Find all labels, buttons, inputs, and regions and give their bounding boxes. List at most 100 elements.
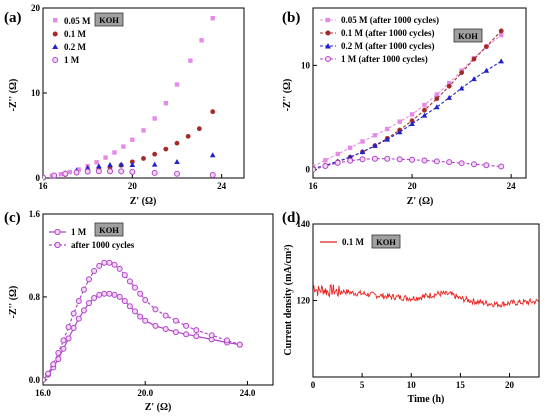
panel-a-series-1-point [174,140,180,146]
panel-a-series-2-point [209,152,216,158]
panel-d-ylabel: Current density (mA/cm²) [283,244,294,355]
panel-d: (d) 0 5 10 15 20 120 140 Time (h) Current dens… [282,210,540,405]
panel-c-series-0-point [142,317,149,324]
panel-c-ytick-label: 1.6 [29,209,41,219]
panel-c-series-0-point [183,331,190,338]
panel-a-series-3-point [174,170,180,177]
legend-marker-after-c [54,241,61,249]
panel-a-series-1-point [185,133,191,139]
panel-a-series-1-point [152,151,158,157]
panel-a-series-0-point [174,82,180,87]
legend-marker-0.1m-after [325,30,331,36]
panel-c-series-1-line [43,262,240,381]
panel-c-series-1-point [65,323,72,330]
panel-a-series-0-point [103,155,108,160]
legend-marker-0.05m [53,18,58,23]
panel-b-series-3-point [458,160,465,167]
panel-b-series-2-line [313,60,502,170]
panel-b-series-3-point [384,155,391,162]
panel-d-xtick-label: 5 [360,380,365,390]
panel-b-series-1-point [434,96,440,102]
panel-a-series-2-point [118,161,124,167]
panel-c-series-1-point [183,322,190,329]
legend-marker-0.2m [52,44,59,49]
panel-b-series-0-point [323,158,328,163]
panel-a-series-1-point [129,159,135,165]
panel-b-ylabel: -Z'' (Ω) [282,79,293,112]
panel-b-legend: 0.05 M (after 1000 cycles) 0.1 M (after … [320,15,483,64]
panel-a-series-2-point [129,162,136,168]
panel-b-series-2-point [434,104,440,110]
panel-d-xtick-label: 10 [407,380,417,390]
panel-a-series-0-point [112,150,117,155]
legend-marker-1m [52,57,59,63]
panel-b-series-3-point [409,156,416,163]
panel-b-series-0-point [335,151,340,157]
panel-b-series-2-point [498,58,505,64]
panel-a-series-0-point [163,101,169,106]
panel-c-xtick-label: 20.0 [137,388,153,398]
panel-d-koh-badge [371,234,401,249]
panel-b-series-3-point [371,155,378,162]
panel-b-series-2-point [458,85,465,91]
panel-b-series-2-point [421,112,428,118]
panel-a-ylabel: -Z'' (Ω) [8,79,19,112]
panel-b-series-2-point [446,94,453,100]
legend-label-0.1m-d: 0.1 M [342,237,365,247]
panel-b-series-3-point [498,163,505,170]
panel-b-ytick-label: 10 [301,60,311,70]
panel-a-series-1-point [163,146,169,152]
panel-c-ylabel: -Z'' (Ω) [8,286,19,319]
panel-c-series-1-point [96,262,103,269]
panel-b-series-2-point [396,129,403,135]
panel-b-series-0-point [422,102,427,108]
panel-d-series [313,283,539,309]
panel-b-xtick-label: 16 [309,181,319,191]
panel-c-series-0-point [55,356,62,363]
panel-c-series-0-point [106,290,113,297]
panel-a-series-3-point [95,168,102,175]
panel-b-series-2-point [409,120,415,126]
panel-b-series-2-point [372,142,378,148]
panel-d-xtick-label: 20 [505,380,515,390]
panel-c-ytick-label: 0.8 [29,292,41,302]
panel-c-plot-frame [42,213,274,386]
panel-d-koh-badge-text: KOH [376,237,396,247]
panel-c-series-0-point [116,293,123,300]
panel-a-koh-badge [94,12,124,27]
panel-c-series-0-point [65,335,72,342]
panel-b-koh-badge-text: KOH [458,31,478,41]
panel-a-xlabel: Z' (Ω) [130,196,157,207]
panel-c-series-0-point [96,291,103,298]
panel-c-xtick-label: 16.0 [35,388,51,398]
panel-c-ytick-label: 0.0 [29,375,41,385]
panel-d-series-0-line [313,283,539,309]
panel-a-series-2-point [84,165,91,170]
panel-c-series-1-point [132,284,138,291]
panel-c-series-0-point [86,300,92,307]
panel-b-ytick-label: 0 [306,165,311,175]
panel-a-series-0-point [210,16,215,21]
panel-a-series-3-point [209,172,216,179]
panel-a-series [43,16,216,181]
panel-b-series-1-point [471,56,477,62]
panel-a-series-1-point [196,126,202,132]
panel-b-series-1-point [483,44,489,49]
panel-a-series-0-point [130,137,135,142]
panel-c-series-1-point [208,332,215,339]
panel-c-series-0-point [172,329,179,336]
panel-a-series-0-point [67,169,72,175]
legend-marker-1m-after [325,56,331,62]
panel-a-series-0-point [58,171,64,177]
panel-c-xlabel: Z' (Ω) [145,402,172,413]
panel-c-series-1-point [236,341,243,348]
panel-a-series-2-point [151,161,158,167]
legend-marker-0.05m-after [325,17,330,23]
panel-a-series-3-point [43,174,46,181]
panel-a-series-2-point [96,163,102,169]
panel-d-ytick-label: 140 [297,219,311,229]
panel-c-series-1-point [43,376,46,383]
panel-b-series-3-line [313,158,502,171]
panel-a-series-0-point [152,116,157,121]
